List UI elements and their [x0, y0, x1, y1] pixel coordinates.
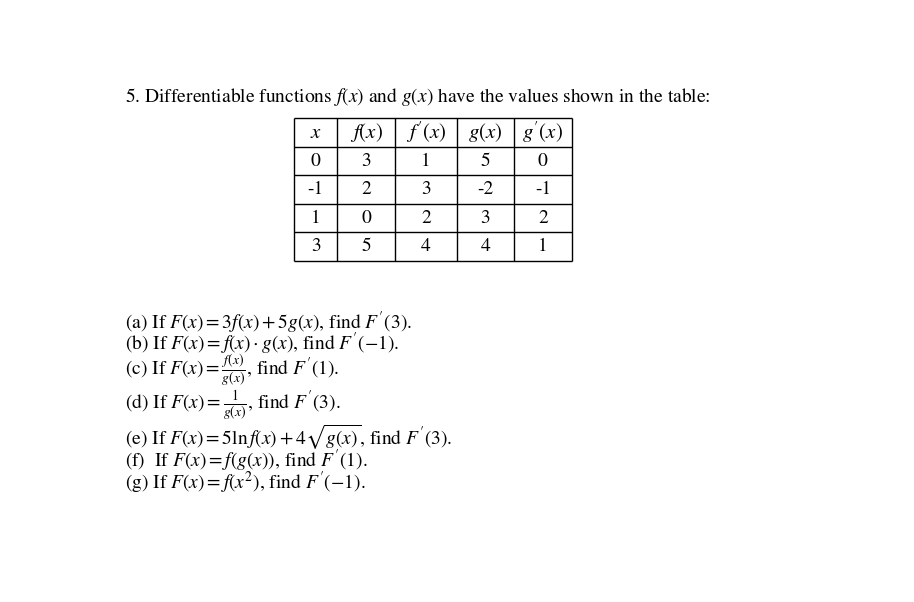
Text: 5. Differentiable functions $f(x)$ and $g(x)$ have the values shown in the table: 5. Differentiable functions $f(x)$ and $…	[125, 86, 711, 108]
Text: $g(x)$: $g(x)$	[468, 121, 503, 144]
Text: 3: 3	[311, 238, 321, 255]
Text: 3: 3	[421, 181, 430, 198]
Text: 1: 1	[311, 209, 321, 227]
Text: 1: 1	[538, 238, 547, 255]
Text: 1: 1	[421, 152, 430, 170]
Text: (g) If $F(x) = f(x^2)$, find $F'(-1)$.: (g) If $F(x) = f(x^2)$, find $F'(-1)$.	[125, 470, 366, 495]
Text: (d) If $F(x) = \frac{1}{g(x)}$, find $F'(3)$.: (d) If $F(x) = \frac{1}{g(x)}$, find $F'…	[125, 388, 341, 422]
Text: 5: 5	[481, 152, 490, 170]
Text: 4: 4	[421, 238, 430, 255]
Text: -2: -2	[477, 181, 494, 198]
Text: 0: 0	[361, 209, 371, 227]
Text: (a) If $F(x) = 3f(x) + 5g(x)$, find $F'(3)$.: (a) If $F(x) = 3f(x) + 5g(x)$, find $F'(…	[125, 309, 412, 335]
Text: 0: 0	[537, 152, 547, 170]
Text: 2: 2	[538, 209, 547, 227]
Text: 3: 3	[361, 152, 371, 170]
Text: (c) If $F(x) = \frac{f(x)}{g(x)}$, find $F'(1)$.: (c) If $F(x) = \frac{f(x)}{g(x)}$, find …	[125, 353, 340, 389]
Text: 2: 2	[361, 181, 371, 198]
Text: -1: -1	[535, 181, 551, 198]
Text: (b) If $F(x) = f(x) \cdot g(x)$, find $F'(-1)$.: (b) If $F(x) = f(x) \cdot g(x)$, find $F…	[125, 331, 399, 357]
Text: (f)  If $F(x) = f(g(x))$, find $F'(1)$.: (f) If $F(x) = f(g(x))$, find $F'(1)$.	[125, 448, 367, 474]
Text: (e) If $F(x) = 5\ln f(x) + 4\sqrt{g(x)}$, find $F'(3)$.: (e) If $F(x) = 5\ln f(x) + 4\sqrt{g(x)}$…	[125, 423, 452, 452]
Text: 5: 5	[361, 238, 371, 255]
Text: 4: 4	[481, 238, 490, 255]
Text: $f'(x)$: $f'(x)$	[406, 120, 446, 146]
Text: 2: 2	[421, 209, 430, 227]
Text: 3: 3	[481, 209, 490, 227]
Text: -1: -1	[308, 181, 324, 198]
Text: $f(x)$: $f(x)$	[350, 121, 383, 144]
Text: $x$: $x$	[310, 123, 322, 143]
Text: 0: 0	[311, 152, 321, 170]
Text: $g'(x)$: $g'(x)$	[523, 120, 563, 146]
